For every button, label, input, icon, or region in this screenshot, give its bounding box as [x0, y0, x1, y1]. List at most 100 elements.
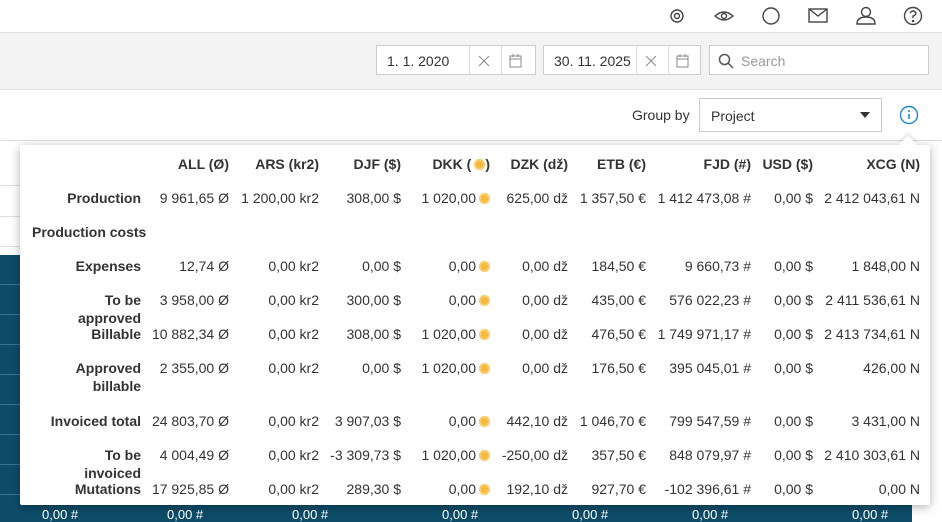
value-cell: 0,00 — [449, 413, 490, 429]
value-cell: 848 079,97 # — [669, 447, 751, 463]
value-text: 184,50 € — [591, 258, 647, 274]
top-icons — [670, 6, 923, 26]
value-cell: 192,10 dž — [507, 481, 569, 497]
summary-popup — [20, 145, 930, 505]
value-text: 395 045,01 # — [669, 360, 751, 376]
coin-icon — [479, 261, 490, 272]
value-text: 0,00 $ — [362, 258, 401, 274]
value-cell: 12,74 Ø — [179, 258, 229, 274]
date-to-text: 30. 11. 2025 — [554, 53, 631, 69]
value-text: 0,00 dž — [522, 258, 568, 274]
value-text: 0,00 kr2 — [268, 326, 319, 342]
info-icon[interactable] — [899, 105, 919, 125]
value-cell: 576 022,23 # — [669, 292, 751, 308]
value-text: 3 907,03 $ — [334, 413, 401, 429]
value-cell: 1 412 473,08 # — [658, 190, 751, 206]
column-header-text: DKK ( — [432, 156, 472, 172]
value-text: 0,00 $ — [774, 190, 813, 206]
value-cell: 0,00 — [449, 481, 490, 497]
value-text: 2 412 043,61 N — [824, 190, 920, 206]
value-cell: 1 046,70 € — [580, 413, 646, 429]
value-text: 1 357,50 € — [579, 190, 646, 206]
date-to[interactable]: 30. 11. 2025 — [543, 45, 701, 75]
value-cell: -3 309,73 $ — [330, 447, 401, 463]
value-cell: 184,50 € — [592, 258, 647, 274]
coin-icon — [474, 159, 486, 170]
value-text: 1 020,00 — [421, 360, 477, 376]
column-header-text: ) — [485, 156, 490, 172]
search-field[interactable]: Search — [709, 45, 929, 75]
settings-icon[interactable] — [670, 9, 684, 23]
status-icon[interactable] — [762, 7, 780, 25]
mail-icon[interactable] — [808, 8, 828, 23]
divider — [0, 140, 942, 141]
value-text: 0,00 kr2 — [268, 258, 319, 274]
value-cell: 1 200,00 kr2 — [241, 190, 319, 206]
value-text: 435,00 € — [591, 292, 647, 308]
value-text: 0,00 kr2 — [268, 481, 319, 497]
value-cell: 2 411 536,61 N — [825, 292, 920, 308]
value-cell: 0,00 N — [879, 481, 920, 497]
group-by-label: Group by — [632, 107, 690, 123]
value-text: 0,00 dž — [522, 360, 568, 376]
coin-icon — [479, 193, 490, 204]
value-text: 1 020,00 — [421, 326, 477, 342]
bg-cell: 0,00 # — [852, 507, 889, 522]
value-text: 848 079,97 # — [669, 447, 751, 463]
column-header: XCG (N) — [866, 156, 920, 172]
value-cell: 3 907,03 $ — [335, 413, 401, 429]
column-header: FJD (#) — [703, 156, 751, 172]
value-cell: -250,00 dž — [502, 447, 568, 463]
value-cell: 1 020,00 — [421, 360, 490, 376]
user-icon[interactable] — [856, 6, 876, 25]
group-by-value: Project — [711, 108, 755, 124]
value-cell: 0,00 $ — [774, 326, 813, 342]
value-cell: 3 958,00 Ø — [160, 292, 229, 308]
date-from[interactable]: 1. 1. 2020 — [376, 45, 536, 75]
value-text: 0,00 kr2 — [268, 413, 319, 429]
coin-icon — [479, 484, 490, 495]
value-cell: 2 410 303,61 N — [824, 447, 920, 463]
value-text: 1 412 473,08 # — [657, 190, 751, 206]
value-text: 24 803,70 Ø — [151, 413, 229, 429]
value-cell: 2 355,00 Ø — [160, 360, 229, 376]
view-icon[interactable] — [713, 11, 735, 21]
value-text: 0,00 kr2 — [268, 447, 319, 463]
column-header: DZK (dž) — [510, 156, 568, 172]
field-icons — [478, 54, 522, 68]
group-by-select[interactable]: Project — [699, 98, 882, 132]
search-icon — [718, 53, 734, 69]
value-cell: 357,50 € — [592, 447, 647, 463]
value-cell: 1 020,00 — [422, 447, 490, 463]
value-cell: 0,00 $ — [362, 258, 401, 274]
value-cell: 0,00 $ — [362, 360, 401, 376]
value-text: 0,00 $ — [362, 360, 401, 376]
column-header: ETB (€) — [597, 156, 646, 172]
value-text: 0,00 — [448, 481, 476, 497]
help-icon[interactable] — [903, 6, 923, 26]
value-text: 2 355,00 Ø — [159, 360, 229, 376]
value-text: 0,00 kr2 — [268, 292, 319, 308]
value-text: 0,00 $ — [774, 258, 813, 274]
coin-icon — [479, 450, 490, 461]
value-text: 625,00 dž — [506, 190, 569, 206]
value-cell: 300,00 $ — [347, 292, 402, 308]
coin-icon — [479, 363, 490, 374]
value-cell: 10 882,34 Ø — [152, 326, 229, 342]
bg-row — [0, 220, 30, 247]
value-text: 3 958,00 Ø — [159, 292, 229, 308]
value-cell: 0,00 dž — [522, 360, 568, 376]
value-cell: 0,00 $ — [774, 292, 813, 308]
value-cell: 1 357,50 € — [580, 190, 646, 206]
value-cell: 435,00 € — [592, 292, 647, 308]
value-cell: 1 020,00 — [421, 326, 490, 342]
value-cell: 308,00 $ — [347, 190, 402, 206]
value-text: 12,74 Ø — [179, 258, 229, 274]
coin-icon — [479, 295, 490, 306]
row-label: Production — [67, 190, 141, 206]
value-cell: 395 045,01 # — [669, 360, 751, 376]
value-cell: 0,00 — [449, 292, 490, 308]
value-text: 476,50 € — [591, 326, 647, 342]
value-text: 0,00 — [448, 258, 476, 274]
